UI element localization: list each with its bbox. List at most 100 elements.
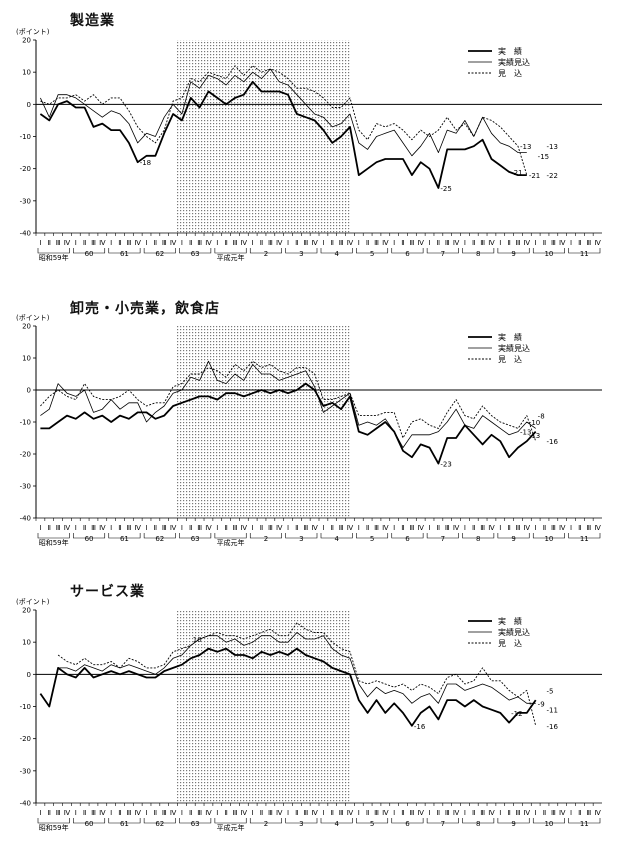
y-tick-label: 0 (27, 101, 31, 109)
x-tick-label: Ⅱ (507, 239, 510, 247)
data-label: -21 (511, 169, 522, 177)
year-bracket (568, 818, 601, 824)
y-tick-label: 10 (22, 69, 31, 77)
x-tick-label: Ⅱ (437, 809, 440, 817)
year-label: 昭和59年 (39, 538, 69, 547)
x-tick-label: Ⅲ (268, 524, 273, 532)
x-tick-label: Ⅳ (594, 809, 601, 817)
x-tick-label: Ⅲ (91, 239, 96, 247)
x-tick-label: Ⅱ (83, 524, 86, 532)
legend-entry: 実 績 (498, 46, 522, 56)
chart-panel-manufacturing: 製造業 20 10 0 -10 -20 -30 -40 (ポイント) Ⅰ Ⅱ Ⅲ Ⅳ Ⅰ Ⅱ Ⅲ Ⅳ Ⅰ Ⅱ Ⅲ Ⅳ Ⅰ… (0, 0, 624, 280)
data-label: -15 (538, 153, 549, 161)
x-tick-label: Ⅳ (453, 809, 460, 817)
x-tick-label: Ⅲ (409, 239, 414, 247)
year-label: 6 (405, 535, 410, 543)
x-tick-label: Ⅱ (578, 809, 581, 817)
x-tick-label: Ⅳ (241, 239, 248, 247)
x-tick-label: Ⅲ (303, 524, 308, 532)
series-line-3 (57, 622, 537, 726)
x-tick-label: Ⅲ (126, 809, 131, 817)
y-tick-label: -40 (20, 230, 31, 238)
year-bracket (426, 818, 459, 824)
year-label: 9 (511, 535, 515, 543)
year-bracket (37, 248, 70, 254)
year-label: 10 (544, 820, 553, 828)
year-label: 2 (264, 820, 268, 828)
x-tick-label: Ⅱ (366, 239, 369, 247)
year-label: 11 (580, 535, 589, 543)
x-tick-label: Ⅱ (401, 524, 404, 532)
x-tick-label: Ⅳ (311, 524, 318, 532)
x-tick-label: Ⅳ (170, 809, 177, 817)
year-label: 62 (155, 820, 164, 828)
year-bracket (497, 248, 530, 254)
series-line-1 (40, 382, 537, 465)
x-tick-label: Ⅳ (170, 524, 177, 532)
x-tick-label: Ⅳ (241, 809, 248, 817)
x-tick-label: Ⅰ (322, 809, 324, 817)
year-label: 平成元年 (217, 253, 245, 262)
x-tick-label: Ⅱ (401, 239, 404, 247)
x-tick-label: Ⅳ (417, 239, 424, 247)
year-label: 7 (441, 535, 445, 543)
legend-entry: 見 込 (498, 69, 522, 78)
y-tick-label: 10 (22, 355, 31, 363)
x-tick-label: Ⅰ (358, 524, 360, 532)
year-label: 2 (264, 250, 268, 258)
year-bracket (73, 818, 106, 824)
year-bracket (497, 818, 530, 824)
year-bracket (391, 248, 424, 254)
x-tick-label: Ⅱ (331, 239, 334, 247)
x-tick-label: Ⅱ (437, 239, 440, 247)
x-tick-label: Ⅰ (499, 524, 501, 532)
x-tick-label: Ⅳ (453, 524, 460, 532)
year-bracket (426, 248, 459, 254)
year-label: 5 (370, 535, 374, 543)
data-label: -22 (547, 172, 558, 180)
year-bracket (532, 533, 565, 539)
data-label: -16 (414, 723, 426, 731)
year-bracket (285, 533, 318, 539)
year-bracket (179, 818, 212, 824)
x-tick-label: Ⅲ (56, 809, 61, 817)
x-tick-label: Ⅱ (437, 524, 440, 532)
year-bracket (37, 533, 70, 539)
x-tick-label: Ⅳ (241, 524, 248, 532)
x-tick-label: Ⅳ (524, 524, 531, 532)
x-tick-label: Ⅲ (91, 524, 96, 532)
x-tick-label: Ⅳ (453, 239, 460, 247)
x-tick-label: Ⅲ (516, 809, 521, 817)
x-tick-label: Ⅱ (154, 524, 157, 532)
x-tick-label: Ⅲ (480, 239, 485, 247)
x-tick-label: Ⅰ (322, 524, 324, 532)
year-bracket (143, 818, 176, 824)
x-tick-label: Ⅲ (91, 809, 96, 817)
x-tick-label: Ⅳ (99, 809, 106, 817)
year-bracket (285, 818, 318, 824)
year-label: 63 (191, 820, 200, 828)
year-bracket (108, 818, 141, 824)
x-tick-label: Ⅳ (524, 239, 531, 247)
data-label: -10 (529, 419, 540, 427)
year-label: 6 (405, 820, 410, 828)
x-tick-label: Ⅱ (260, 524, 263, 532)
year-bracket (320, 533, 353, 539)
x-tick-label: Ⅲ (126, 239, 131, 247)
year-label: 60 (85, 250, 94, 258)
x-tick-label: Ⅲ (197, 239, 202, 247)
x-tick-label: Ⅲ (409, 809, 414, 817)
x-tick-label: Ⅳ (488, 239, 495, 247)
year-bracket (356, 248, 389, 254)
x-tick-label: Ⅲ (268, 239, 273, 247)
shaded-period (175, 326, 351, 518)
year-label: 8 (476, 535, 480, 543)
x-tick-label: Ⅱ (260, 809, 263, 817)
year-bracket (214, 248, 247, 254)
y-tick-label: -10 (20, 703, 31, 711)
x-tick-label: Ⅲ (445, 524, 450, 532)
y-tick-label: 20 (22, 323, 31, 331)
y-tick-label: -40 (20, 800, 31, 808)
x-tick-label: Ⅱ (83, 239, 86, 247)
